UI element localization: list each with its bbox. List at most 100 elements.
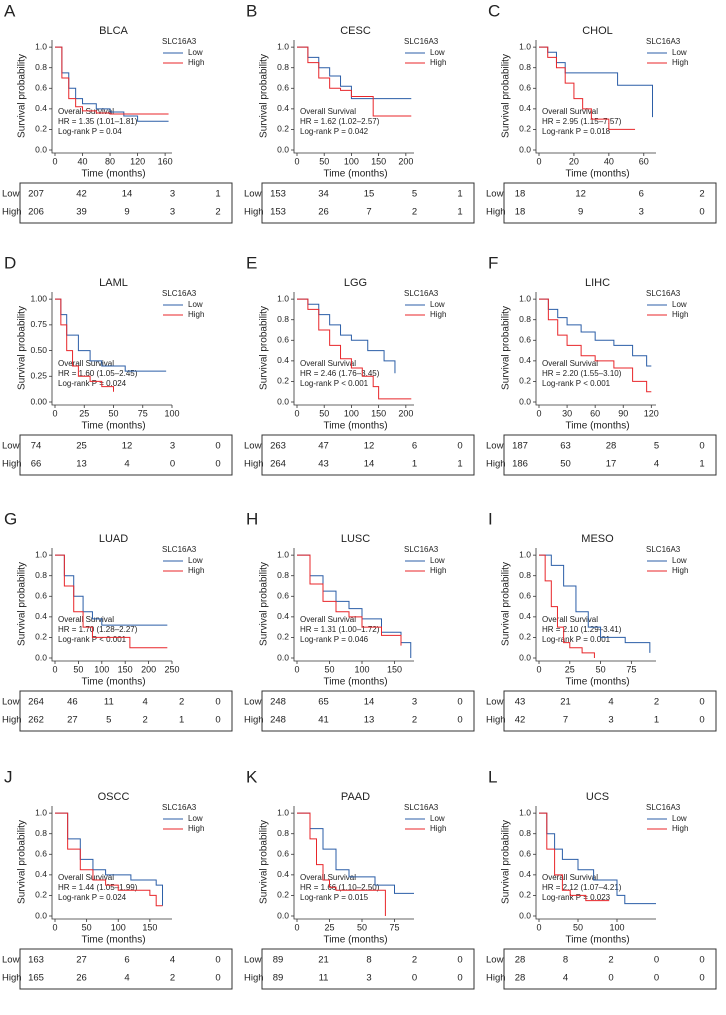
y-axis-label: Survival probability <box>259 54 270 138</box>
risk-count: 1 <box>412 459 417 470</box>
annotation: HR = 1.60 (1.05–2.45) <box>58 369 138 378</box>
y-tick-label: 1.0 <box>519 807 531 817</box>
risk-count: 27 <box>67 715 78 726</box>
chart-title: OSCC <box>98 791 130 803</box>
x-tick-label: 0 <box>536 408 541 418</box>
axes <box>51 548 172 662</box>
legend-title: SLC16A3 <box>404 289 439 298</box>
y-tick-label: 0.25 <box>30 371 47 381</box>
y-tick-label: 0.2 <box>277 376 289 386</box>
risk-count: 2 <box>608 955 613 966</box>
risk-count: 4 <box>170 955 175 966</box>
risk-count: 42 <box>515 715 526 726</box>
y-tick-label: 0.8 <box>519 828 531 838</box>
legend-title: SLC16A3 <box>162 289 197 298</box>
risk-row-label: High <box>486 207 506 218</box>
annotation: Log-rank P < 0.001 <box>58 635 127 644</box>
y-tick-label: 0.4 <box>519 869 531 879</box>
risk-count: 14 <box>364 459 375 470</box>
y-tick-label: 0.0 <box>35 910 47 920</box>
risk-count: 0 <box>699 207 704 218</box>
y-axis-label: Survival probability <box>17 54 28 138</box>
risk-count: 66 <box>31 459 42 470</box>
x-tick-label: 75 <box>626 664 636 674</box>
x-tick-label: 50 <box>73 664 83 674</box>
legend-label: Low <box>672 814 687 823</box>
y-tick-label: 1.0 <box>277 41 289 51</box>
risk-count: 1 <box>654 715 659 726</box>
km-panel: I MESO Survival probability Time (months) 0.… <box>486 509 717 732</box>
x-axis-label: Time (months) <box>81 421 145 432</box>
y-tick-label: 0.50 <box>30 345 47 355</box>
legend-title: SLC16A3 <box>646 803 681 812</box>
risk-count: 89 <box>273 955 284 966</box>
panel-letter: G <box>4 509 17 528</box>
risk-count: 74 <box>31 441 42 452</box>
risk-count: 18 <box>515 207 526 218</box>
x-tick-label: 0 <box>536 156 541 166</box>
x-tick-label: 0 <box>536 922 541 932</box>
axes <box>51 292 172 406</box>
y-tick-label: 0.2 <box>277 890 289 900</box>
annotation: Log-rank P = 0.042 <box>300 127 369 136</box>
x-tick-label: 0 <box>52 408 57 418</box>
risk-count: 2 <box>170 973 175 984</box>
axes <box>535 292 656 406</box>
y-tick-label: 0.2 <box>519 376 531 386</box>
x-tick-label: 0 <box>294 922 299 932</box>
y-axis-label: Survival probability <box>259 820 270 904</box>
risk-row-label: High <box>2 973 22 984</box>
risk-count: 26 <box>318 207 329 218</box>
risk-count: 9 <box>578 207 583 218</box>
risk-count: 12 <box>575 189 586 200</box>
chart-title: UCS <box>586 791 609 803</box>
axes <box>293 548 414 662</box>
risk-count: 13 <box>76 459 87 470</box>
annotation: HR = 1.44 (1.05–1.99) <box>58 883 138 892</box>
x-tick-label: 50 <box>82 922 92 932</box>
y-tick-label: 1.0 <box>519 549 531 559</box>
risk-count: 0 <box>699 955 704 966</box>
risk-count: 153 <box>270 207 286 218</box>
y-tick-label: 0.2 <box>35 890 47 900</box>
annotation: HR = 2.12 (1.07–4.21) <box>542 883 622 892</box>
annotation: Log-rank P < 0.001 <box>300 379 369 388</box>
annotation: Overall Survival <box>300 873 356 882</box>
x-tick-label: 50 <box>319 408 329 418</box>
risk-row-label: High <box>244 715 264 726</box>
risk-table-box <box>503 948 717 990</box>
axes <box>535 548 656 662</box>
axes <box>535 806 656 920</box>
y-tick-label: 0.8 <box>277 62 289 72</box>
x-tick-label: 100 <box>94 664 109 674</box>
risk-count: 0 <box>215 697 220 708</box>
chart-title: LIHC <box>585 277 610 289</box>
x-tick-label: 50 <box>319 156 329 166</box>
risk-count: 25 <box>76 441 87 452</box>
chart-title: MESO <box>581 533 614 545</box>
risk-count: 6 <box>124 955 129 966</box>
risk-table-box <box>19 690 233 732</box>
x-axis-label: Time (months) <box>323 677 387 688</box>
chart-title: LUAD <box>99 533 128 545</box>
x-axis-label: Time (months) <box>81 677 145 688</box>
risk-row-label: High <box>2 459 22 470</box>
y-tick-label: 0.0 <box>277 652 289 662</box>
legend-label: Low <box>188 48 203 57</box>
risk-row-label: Low <box>244 189 262 200</box>
y-tick-label: 0.2 <box>35 124 47 134</box>
y-tick-label: 1.00 <box>30 293 47 303</box>
survival-curve <box>55 298 114 392</box>
km-panel: E LGG Survival probability Time (months) 0.0… <box>244 253 475 476</box>
annotation: HR = 1.70 (1.28–2.27) <box>58 625 138 634</box>
y-tick-label: 0.8 <box>519 62 531 72</box>
risk-count: 264 <box>270 459 286 470</box>
risk-row-label: Low <box>244 955 262 966</box>
risk-count: 43 <box>515 697 526 708</box>
km-panel: L UCS Survival probability Time (months) 0.0… <box>486 767 717 990</box>
risk-count: 3 <box>639 207 644 218</box>
annotation: Log-rank P = 0.018 <box>542 127 611 136</box>
risk-table-box <box>503 434 717 476</box>
panel-letter: A <box>4 1 16 20</box>
y-tick-label: 0.8 <box>277 570 289 580</box>
